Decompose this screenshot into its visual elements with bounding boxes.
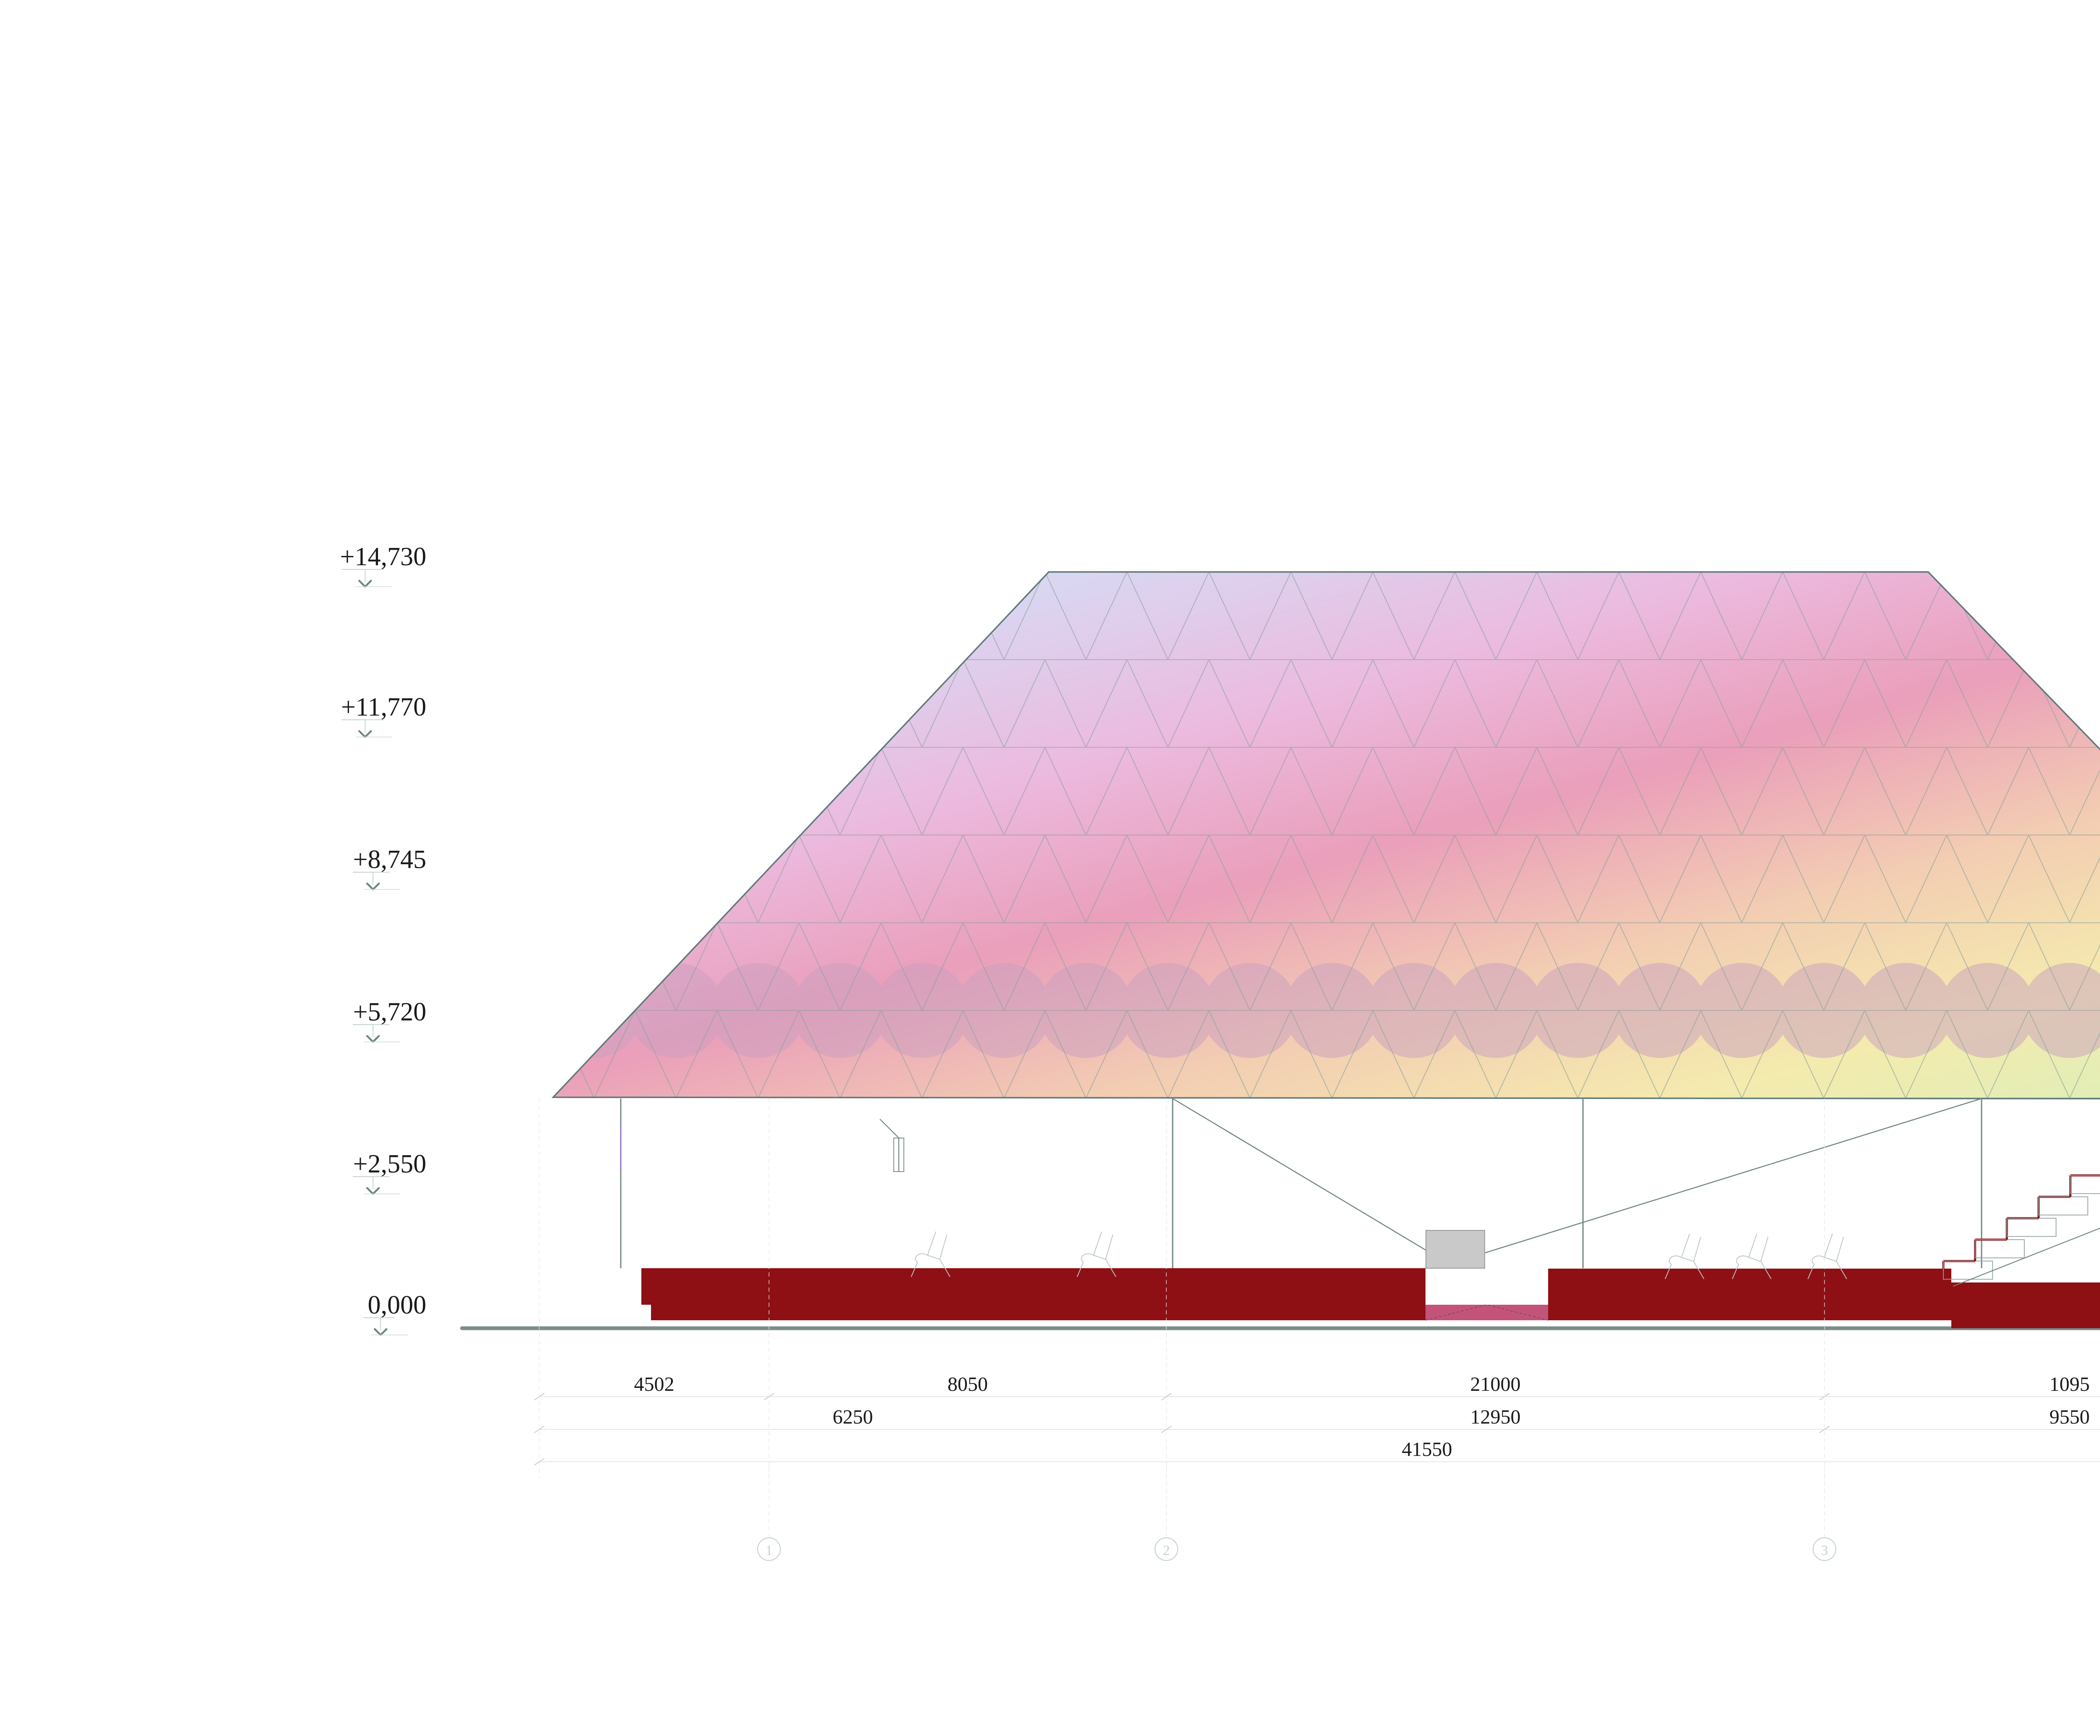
svg-text:6250: 6250 bbox=[833, 1406, 873, 1428]
svg-text:2: 2 bbox=[1163, 1543, 1170, 1558]
svg-text:+14,730: +14,730 bbox=[340, 543, 426, 571]
svg-text:+2,550: +2,550 bbox=[353, 1150, 426, 1178]
svg-text:41550: 41550 bbox=[1402, 1438, 1452, 1461]
svg-text:+8,745: +8,745 bbox=[353, 845, 426, 874]
svg-text:9550: 9550 bbox=[2050, 1406, 2090, 1428]
svg-text:21000: 21000 bbox=[1470, 1373, 1521, 1395]
svg-text:+5,720: +5,720 bbox=[353, 998, 426, 1026]
svg-text:1: 1 bbox=[766, 1543, 773, 1558]
svg-text:3: 3 bbox=[1821, 1543, 1828, 1558]
svg-text:8050: 8050 bbox=[948, 1373, 988, 1395]
svg-text:+11,770: +11,770 bbox=[341, 693, 426, 721]
svg-text:4502: 4502 bbox=[634, 1373, 675, 1395]
svg-text:0,000: 0,000 bbox=[368, 1291, 427, 1319]
svg-text:1095: 1095 bbox=[2050, 1373, 2090, 1395]
svg-text:12950: 12950 bbox=[1470, 1406, 1521, 1428]
